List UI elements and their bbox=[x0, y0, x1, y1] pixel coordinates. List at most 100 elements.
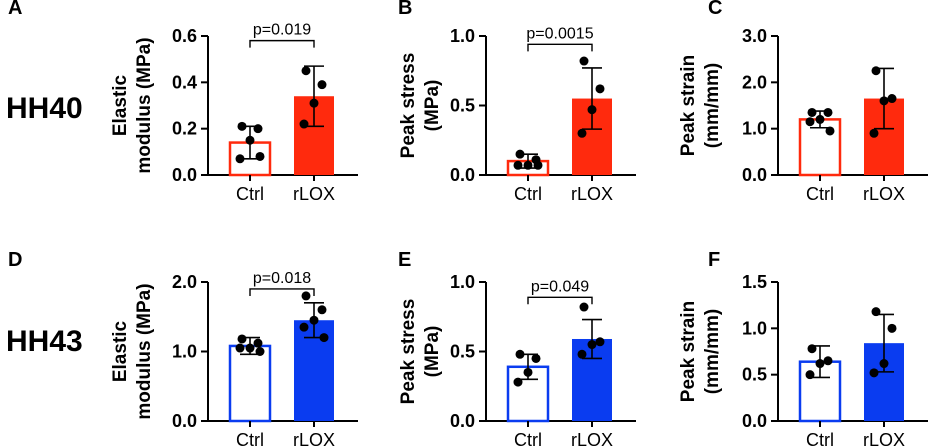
y-axis-label: Peak strain bbox=[678, 301, 699, 402]
panel-e: E Peak stress (MPa) 0.0 0.5 1.0 Ctrl rLOX p=0.04… bbox=[398, 249, 636, 448]
p-value-label: p=0.018 bbox=[253, 270, 311, 287]
significance-bracket bbox=[527, 296, 593, 305]
data-point bbox=[887, 94, 897, 104]
x-tick-label-ctrl: Ctrl bbox=[236, 184, 264, 204]
y-axis-label: modulus (MPa) bbox=[134, 283, 155, 419]
data-point bbox=[255, 151, 265, 161]
y-tick-label: 0.0 bbox=[742, 411, 767, 431]
x-tick-label-ctrl: Ctrl bbox=[514, 184, 542, 204]
y-tick-label: 1.5 bbox=[742, 272, 767, 292]
data-point bbox=[879, 96, 889, 106]
data-point bbox=[879, 359, 889, 369]
y-tick-label: 1.0 bbox=[742, 119, 767, 139]
y-axis-label: (MPa) bbox=[422, 80, 443, 132]
data-point bbox=[579, 56, 589, 66]
data-point bbox=[823, 107, 833, 117]
data-point bbox=[301, 291, 311, 301]
data-point bbox=[245, 343, 255, 353]
y-tick-label: 1.0 bbox=[172, 342, 197, 362]
y-axis-label: Peak strain bbox=[678, 55, 699, 156]
panel-letter: A bbox=[8, 0, 22, 19]
data-point bbox=[577, 128, 587, 138]
panel-letter: E bbox=[398, 249, 411, 271]
data-point bbox=[825, 126, 835, 136]
panel-letter: D bbox=[8, 249, 22, 271]
x-tick-label-rlox: rLOX bbox=[863, 184, 905, 204]
y-axis-label: Peak stress bbox=[398, 299, 419, 405]
data-point bbox=[595, 84, 605, 94]
data-point bbox=[869, 128, 879, 138]
data-point bbox=[299, 322, 309, 332]
data-point bbox=[301, 66, 311, 76]
y-tick-label: 0.0 bbox=[450, 411, 475, 431]
x-tick-label-rlox: rLOX bbox=[293, 430, 335, 448]
data-point bbox=[515, 149, 525, 159]
data-point bbox=[235, 154, 245, 164]
data-point bbox=[871, 66, 881, 76]
data-point bbox=[309, 315, 319, 325]
panel-f: F Peak strain (mm/mm) 0.0 0.5 1.0 1.5 Ctrl rLOX bbox=[678, 249, 928, 448]
y-tick-label: 1.0 bbox=[742, 318, 767, 338]
panel-a: A Elastic modulus (MPa) 0.0 0.2 0.4 0.6 Ctrl rLO… bbox=[8, 0, 358, 204]
p-value-label: p=0.0015 bbox=[526, 25, 593, 42]
panel-letter: F bbox=[708, 249, 720, 271]
y-tick-label: 0.0 bbox=[742, 165, 767, 185]
data-point bbox=[513, 160, 523, 170]
significance-bracket bbox=[527, 43, 593, 52]
row-label-hh43: HH43 bbox=[6, 325, 83, 358]
significance-bracket bbox=[249, 39, 315, 48]
data-point bbox=[579, 302, 589, 312]
data-point bbox=[805, 117, 815, 127]
y-tick-label: 0.2 bbox=[172, 119, 197, 139]
y-tick-label: 2.0 bbox=[742, 72, 767, 92]
y-tick-label: 1.0 bbox=[450, 272, 475, 292]
p-value-label: p=0.049 bbox=[531, 278, 589, 295]
x-tick-label-rlox: rLOX bbox=[571, 184, 613, 204]
data-point bbox=[237, 334, 247, 344]
data-point bbox=[587, 105, 597, 115]
p-value-label: p=0.019 bbox=[253, 22, 311, 39]
data-point bbox=[255, 347, 265, 356]
y-tick-label: 0.4 bbox=[172, 72, 197, 92]
x-tick-label-ctrl: Ctrl bbox=[806, 430, 834, 448]
y-axis-label: (mm/mm) bbox=[702, 63, 723, 149]
data-point bbox=[309, 98, 319, 108]
x-tick-label-ctrl: Ctrl bbox=[236, 430, 264, 448]
x-tick-label-ctrl: Ctrl bbox=[514, 430, 542, 448]
row-label-hh40: HH40 bbox=[6, 92, 83, 125]
bar-ctrl bbox=[228, 344, 272, 423]
data-point bbox=[319, 333, 329, 343]
data-point bbox=[235, 343, 245, 353]
data-point bbox=[253, 338, 263, 348]
data-point bbox=[815, 359, 825, 369]
data-point bbox=[523, 367, 533, 377]
data-point bbox=[595, 337, 605, 347]
y-tick-label: 0.5 bbox=[450, 96, 475, 116]
y-tick-label: 2.0 bbox=[172, 272, 197, 292]
significance-bracket bbox=[249, 288, 315, 296]
x-tick-label-rlox: rLOX bbox=[571, 430, 613, 448]
x-tick-label-rlox: rLOX bbox=[293, 184, 335, 204]
data-point bbox=[245, 135, 255, 145]
data-point bbox=[869, 368, 879, 378]
panel-letter: B bbox=[398, 0, 412, 19]
data-point bbox=[513, 377, 523, 387]
data-point bbox=[823, 356, 833, 366]
panel-letter: C bbox=[708, 0, 722, 19]
data-point bbox=[807, 107, 817, 117]
y-axis-label: (MPa) bbox=[422, 326, 443, 378]
y-tick-label: 0.5 bbox=[450, 342, 475, 362]
panel-d: D Elastic modulus (MPa) 0.0 1.0 2.0 Ctrl rLOX p=… bbox=[8, 249, 358, 448]
data-point bbox=[805, 370, 815, 380]
y-tick-label: 1.0 bbox=[450, 26, 475, 46]
data-point bbox=[587, 340, 597, 350]
data-point bbox=[815, 114, 825, 124]
data-point bbox=[523, 160, 533, 170]
y-tick-label: 0.5 bbox=[742, 365, 767, 385]
data-point bbox=[317, 80, 327, 90]
data-point bbox=[253, 124, 263, 134]
x-tick-label-ctrl: Ctrl bbox=[806, 184, 834, 204]
panel-b: B Peak stress (MPa) 0.0 0.5 1.0 Ctrl rLOX p=0.00… bbox=[398, 0, 636, 204]
y-tick-label: 0.6 bbox=[172, 26, 197, 46]
